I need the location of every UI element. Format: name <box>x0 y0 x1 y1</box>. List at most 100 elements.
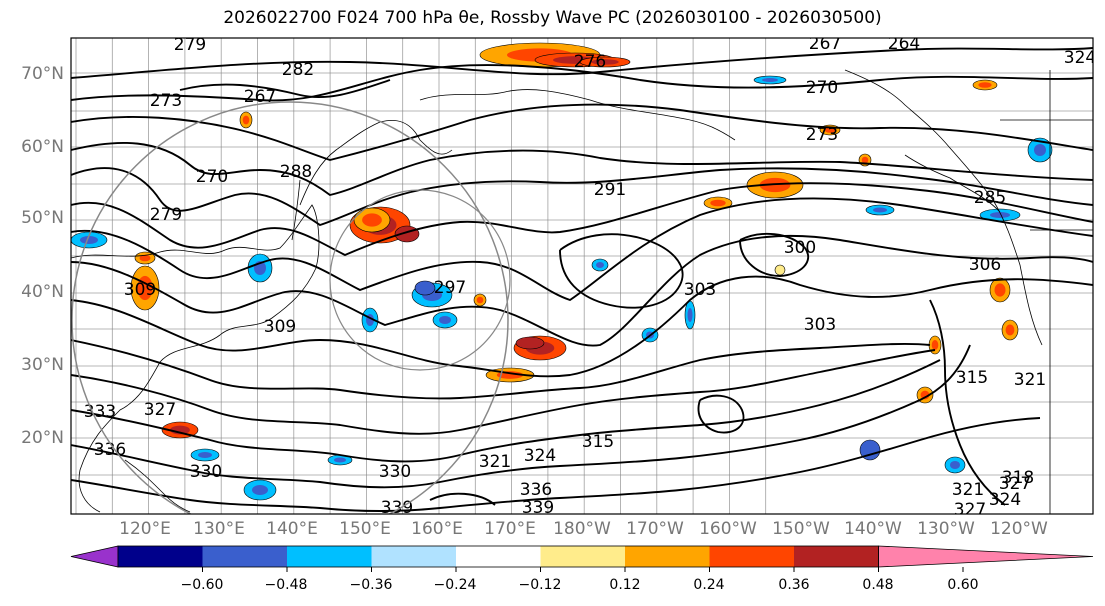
shading-blob-core <box>139 254 151 262</box>
shading-blob-core <box>439 316 451 324</box>
theta-e-contour <box>71 103 1093 161</box>
colorbar-extend-low <box>70 545 119 568</box>
shading-blob-core <box>762 78 778 82</box>
contour-label: 267 <box>244 87 276 107</box>
colorbar-tick: 0.48 <box>862 577 894 593</box>
contour-label: 336 <box>520 480 552 500</box>
contour-label: 273 <box>806 125 838 145</box>
theta-e-contour <box>739 233 810 277</box>
contour-label: 339 <box>381 498 413 518</box>
colorbar-tick: −0.60 <box>180 577 224 593</box>
contour-label: 297 <box>434 278 466 298</box>
contour-label: 288 <box>280 162 312 182</box>
shading-blob-core <box>242 115 250 125</box>
theta-e-contour <box>71 417 1041 512</box>
contour-label: 267 <box>809 34 841 54</box>
coastline <box>124 459 191 513</box>
shading-blob-core <box>873 207 887 213</box>
contour-label: 276 <box>574 52 606 72</box>
lon-label: 150°E <box>339 519 391 539</box>
shading-blob <box>774 264 786 276</box>
coastline <box>419 89 736 141</box>
colorbar-segment <box>625 546 710 567</box>
lat-label: 40°N <box>21 282 64 302</box>
colorbar-tick: −0.36 <box>349 577 393 593</box>
colorbar-segment <box>456 546 541 567</box>
lon-label: 170°E <box>484 519 536 539</box>
shading-blob-core <box>687 308 693 322</box>
contour-label: 291 <box>594 180 626 200</box>
contour-label: 327 <box>954 500 986 520</box>
colorbar-segment <box>287 546 372 567</box>
radius-circle-west <box>71 101 509 514</box>
shading-blob <box>414 280 436 296</box>
radius-circle-east <box>329 189 511 371</box>
contour-label: 309 <box>264 317 296 337</box>
theta-e-contour <box>71 275 1093 378</box>
contour-label: 279 <box>150 205 182 225</box>
lon-label: 130°W <box>917 519 975 539</box>
theta-e-contour <box>929 299 1006 506</box>
contour-label: 273 <box>150 91 182 111</box>
shading-blob-core <box>861 156 869 164</box>
contour-label: 309 <box>124 280 156 300</box>
contour-label: 300 <box>784 238 816 258</box>
contour-label: 333 <box>84 402 116 422</box>
lon-label: 120°W <box>990 519 1048 539</box>
contour-label: 315 <box>582 432 614 452</box>
shading-blob-core <box>252 485 268 495</box>
theta-e-contour <box>71 167 1093 227</box>
colorbar-tick: 0.24 <box>693 577 725 593</box>
colorbar-segment <box>202 546 287 567</box>
theta-e-contour <box>71 234 1093 347</box>
shading-blob <box>515 336 545 350</box>
shading-blob-core <box>990 212 1010 218</box>
lat-label: 30°N <box>21 355 64 375</box>
contour-label: 324 <box>989 490 1021 510</box>
theta-e-contour <box>71 359 941 463</box>
colorbar-segment <box>371 546 456 567</box>
colorbar-tick: −0.48 <box>264 577 308 593</box>
theta-e-contour <box>429 492 496 506</box>
shading-blob-core <box>1005 324 1015 336</box>
colorbar-extend-high <box>878 545 1094 568</box>
lat-label: 20°N <box>21 428 64 448</box>
theta-e-contour <box>179 79 391 99</box>
shading-blob-core <box>362 213 382 227</box>
contour-label: 279 <box>174 35 206 55</box>
theta-e-contour <box>71 344 971 489</box>
shading-blob-core <box>476 296 484 304</box>
shading-blob-core <box>1034 144 1046 156</box>
colorbar-segment <box>794 546 879 567</box>
colorbar-tick: 0.12 <box>609 577 641 593</box>
colorbar-segment <box>118 546 203 567</box>
lon-label: 140°E <box>266 519 318 539</box>
contour-labels: 279 282 276 273 267 270 279 288 291 285 264 267 270 2… <box>84 34 1093 520</box>
shading-blob-core <box>198 452 212 458</box>
contour-label: 318 <box>1002 468 1034 488</box>
shading-blob-core <box>931 340 939 350</box>
lon-label: 180°W <box>553 519 611 539</box>
contour-label: 339 <box>522 498 554 518</box>
contour-label: 303 <box>684 280 716 300</box>
map-title: 2026022700 F024 700 hPa θe, Rossby Wave … <box>223 8 882 28</box>
shading-blob-core <box>591 59 619 65</box>
theta-e-contours <box>71 47 1093 512</box>
theta-e-contour <box>71 339 931 400</box>
lon-label: 160°W <box>699 519 757 539</box>
shading-blob-core <box>978 82 992 88</box>
contour-label: 270 <box>196 167 228 187</box>
contour-label: 282 <box>282 60 314 80</box>
colorbar-segment <box>540 546 625 567</box>
colorbar-tick: −0.24 <box>433 577 477 593</box>
colorbar-tick: −0.12 <box>518 577 562 593</box>
contour-label: 270 <box>806 78 838 98</box>
colorbar-tick: 0.60 <box>947 577 979 593</box>
shading-blob-core <box>80 236 98 244</box>
theta-e-contour <box>559 233 684 309</box>
shading-blob-core <box>334 457 346 463</box>
contour-label: 264 <box>888 34 920 54</box>
shading-blob-core <box>710 199 726 207</box>
colorbar-segment <box>709 546 794 567</box>
lat-label: 50°N <box>21 208 64 228</box>
